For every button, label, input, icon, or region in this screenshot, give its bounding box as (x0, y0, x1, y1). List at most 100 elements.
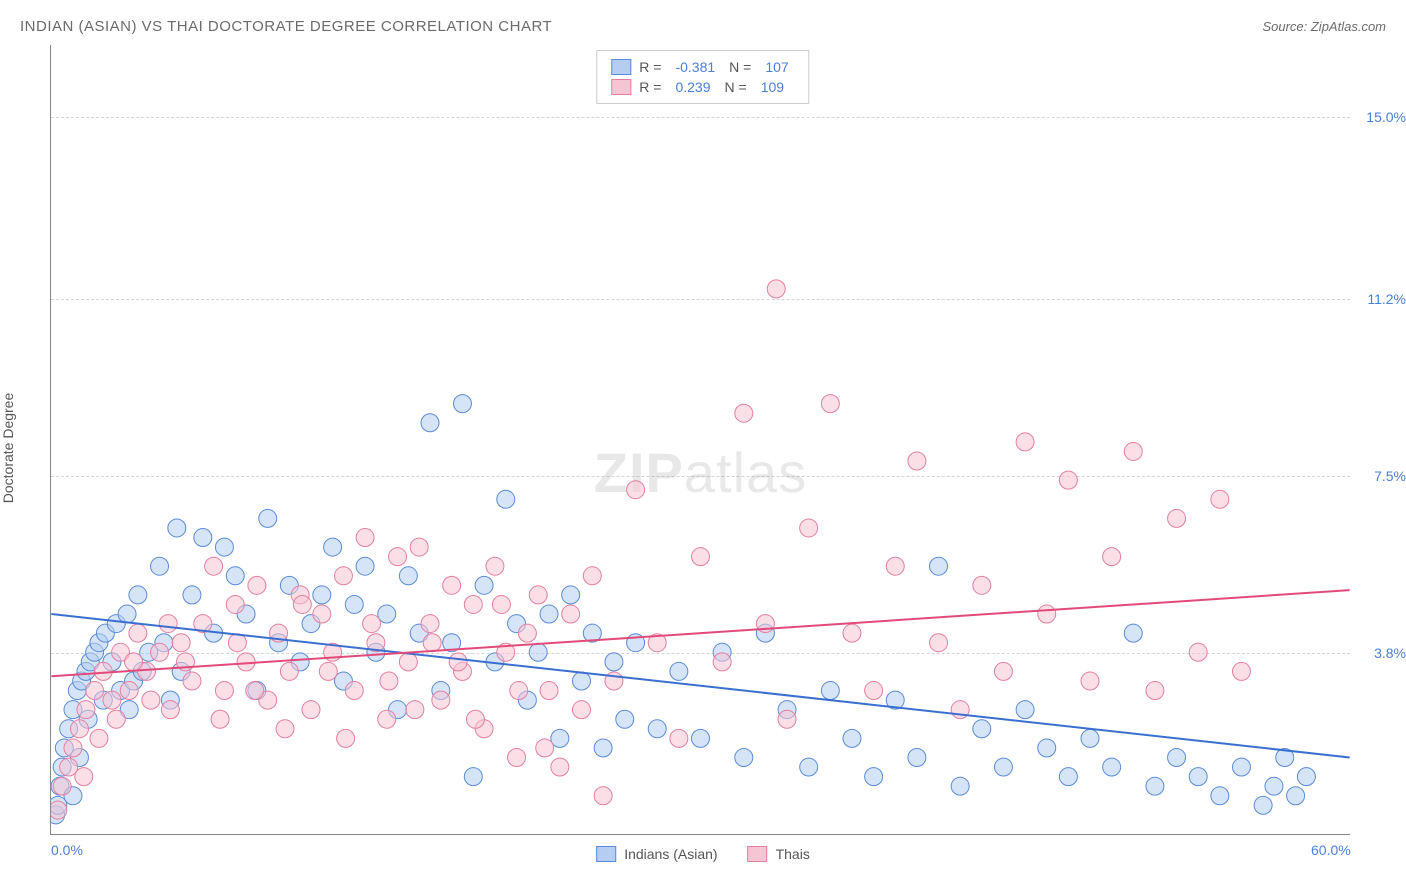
scatter-point (648, 720, 666, 738)
y-tick-label: 15.0% (1366, 109, 1406, 125)
chart-title: INDIAN (ASIAN) VS THAI DOCTORATE DEGREE … (20, 18, 552, 35)
legend-swatch-0 (611, 59, 631, 75)
scatter-point (562, 586, 580, 604)
scatter-point (713, 653, 731, 671)
scatter-point (800, 758, 818, 776)
scatter-point (540, 605, 558, 623)
y-tick-label: 7.5% (1374, 468, 1406, 484)
plot-svg (51, 45, 1350, 834)
scatter-point (508, 749, 526, 767)
scatter-point (973, 576, 991, 594)
scatter-point (280, 662, 298, 680)
scatter-point (64, 739, 82, 757)
scatter-point (215, 538, 233, 556)
legend-bottom-swatch-0 (596, 846, 616, 862)
scatter-point (670, 729, 688, 747)
scatter-point (583, 567, 601, 585)
scatter-point (211, 710, 229, 728)
scatter-point (951, 777, 969, 795)
scatter-point (865, 768, 883, 786)
scatter-point (276, 720, 294, 738)
scatter-point (529, 643, 547, 661)
scatter-point (475, 576, 493, 594)
x-tick-label: 60.0% (1311, 842, 1351, 858)
scatter-point (453, 395, 471, 413)
scatter-point (423, 634, 441, 652)
title-bar: INDIAN (ASIAN) VS THAI DOCTORATE DEGREE … (20, 18, 1386, 35)
scatter-point (118, 605, 136, 623)
scatter-point (410, 538, 428, 556)
legend-n-value-1: 109 (761, 79, 784, 95)
legend-top: R = -0.381 N = 107 R = 0.239 N = 109 (596, 50, 809, 104)
scatter-point (1168, 749, 1186, 767)
scatter-point (406, 701, 424, 719)
source-label: Source: ZipAtlas.com (1262, 19, 1386, 34)
scatter-point (735, 749, 753, 767)
scatter-point (168, 519, 186, 537)
scatter-point (345, 682, 363, 700)
legend-n-label-0: N = (729, 59, 751, 75)
legend-row-0: R = -0.381 N = 107 (611, 57, 794, 77)
scatter-point (356, 557, 374, 575)
scatter-point (324, 538, 342, 556)
scatter-point (159, 615, 177, 633)
scatter-point (399, 567, 417, 585)
scatter-point (1103, 548, 1121, 566)
scatter-point (399, 653, 417, 671)
scatter-point (594, 787, 612, 805)
scatter-point (194, 529, 212, 547)
scatter-point (767, 280, 785, 298)
scatter-point (466, 710, 484, 728)
scatter-point (572, 701, 590, 719)
scatter-point (183, 586, 201, 604)
scatter-point (449, 653, 467, 671)
scatter-point (161, 701, 179, 719)
scatter-point (125, 653, 143, 671)
scatter-point (692, 729, 710, 747)
scatter-point (605, 653, 623, 671)
scatter-point (1287, 787, 1305, 805)
scatter-point (518, 624, 536, 642)
scatter-point (572, 672, 590, 690)
scatter-point (151, 643, 169, 661)
scatter-point (389, 548, 407, 566)
scatter-point (319, 662, 337, 680)
scatter-point (107, 710, 125, 728)
scatter-point (1016, 433, 1034, 451)
scatter-point (183, 672, 201, 690)
scatter-point (151, 557, 169, 575)
scatter-point (735, 404, 753, 422)
scatter-point (865, 682, 883, 700)
scatter-point (529, 586, 547, 604)
scatter-point (215, 682, 233, 700)
scatter-point (536, 739, 554, 757)
scatter-point (226, 567, 244, 585)
scatter-point (562, 605, 580, 623)
scatter-point (821, 395, 839, 413)
scatter-point (443, 576, 461, 594)
legend-bottom-item-0: Indians (Asian) (596, 846, 717, 862)
scatter-point (973, 720, 991, 738)
scatter-point (1168, 509, 1186, 527)
scatter-point (1124, 624, 1142, 642)
scatter-point (103, 691, 121, 709)
scatter-point (551, 758, 569, 776)
scatter-point (994, 758, 1012, 776)
scatter-point (226, 595, 244, 613)
scatter-point (1189, 768, 1207, 786)
scatter-point (313, 586, 331, 604)
scatter-point (205, 557, 223, 575)
legend-bottom: Indians (Asian) Thais (596, 846, 810, 862)
legend-r-label-1: R = (639, 79, 661, 95)
scatter-point (1232, 758, 1250, 776)
legend-r-value-0: -0.381 (675, 59, 715, 75)
scatter-point (1146, 777, 1164, 795)
scatter-point (1297, 768, 1315, 786)
scatter-point (1189, 643, 1207, 661)
scatter-point (1016, 701, 1034, 719)
scatter-point (380, 672, 398, 690)
scatter-point (930, 557, 948, 575)
scatter-point (334, 567, 352, 585)
scatter-point (77, 701, 95, 719)
scatter-point (510, 682, 528, 700)
